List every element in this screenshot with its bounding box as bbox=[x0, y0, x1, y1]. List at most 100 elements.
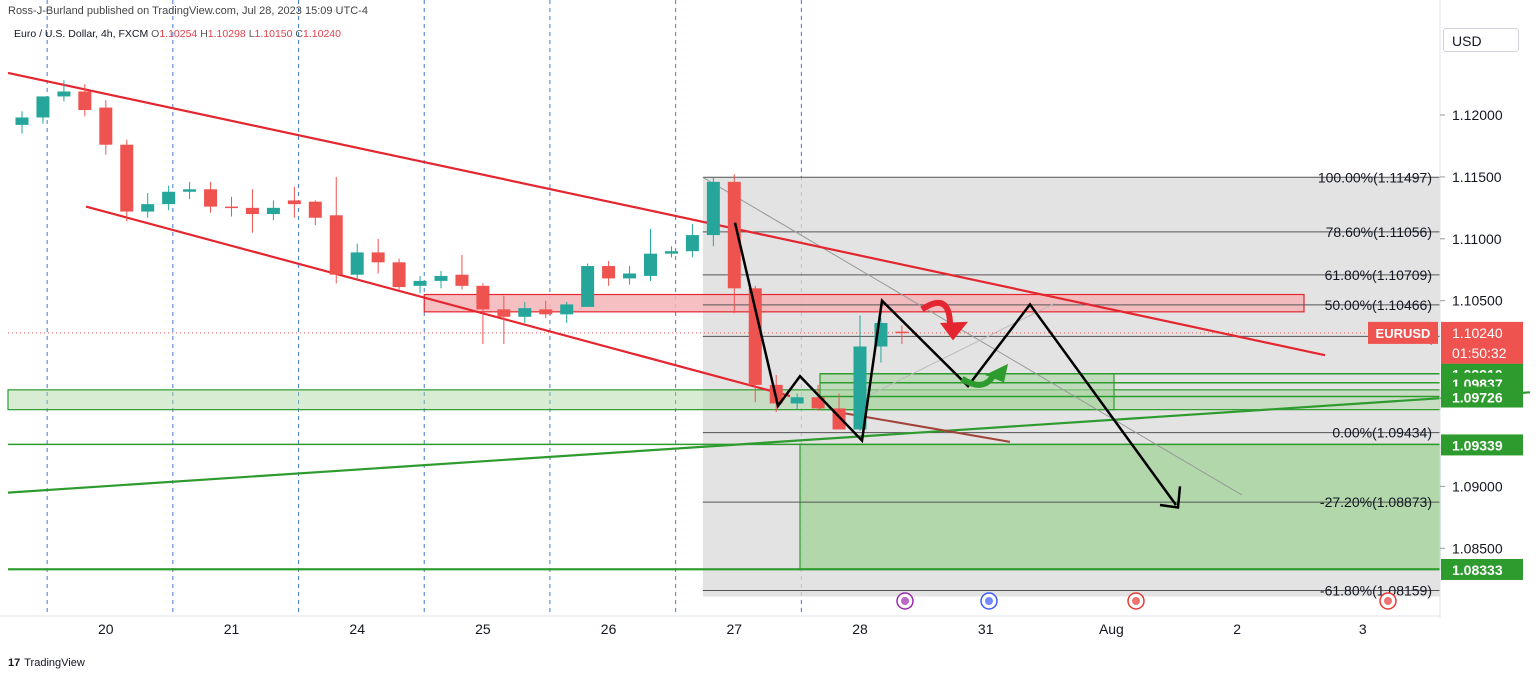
close-value: 1.10240 bbox=[303, 28, 341, 40]
candle-body bbox=[225, 206, 238, 209]
fib-trend-line bbox=[702, 176, 1243, 496]
up-arrow-green-head bbox=[985, 363, 1008, 383]
currency-button[interactable]: USD bbox=[1443, 28, 1519, 52]
candle-body bbox=[664, 251, 678, 254]
symbol-name: Euro / U.S. Dollar, 4h, FXCM bbox=[14, 28, 149, 40]
candle-body bbox=[623, 273, 637, 279]
time-tick-label: Aug bbox=[1099, 621, 1124, 637]
candle-body bbox=[204, 189, 218, 207]
time-tick-label: 21 bbox=[224, 621, 240, 637]
fib-level-label: 61.80%(1.10709) bbox=[1325, 267, 1432, 283]
support-resistance-zones bbox=[7, 293, 1441, 571]
candle-body bbox=[476, 285, 490, 310]
candle-body bbox=[57, 91, 71, 97]
event-markers bbox=[896, 592, 1397, 610]
support-zone-box bbox=[819, 373, 1115, 411]
price-tick-label: 1.11000 bbox=[1452, 231, 1502, 247]
projection-arrowhead bbox=[1159, 486, 1182, 509]
candle-body bbox=[266, 207, 280, 215]
symbol-info-bar: Euro / U.S. Dollar, 4h, FXCM O1.10254 H1… bbox=[14, 28, 341, 40]
economic-event-icon-dot bbox=[901, 597, 909, 605]
candle-body bbox=[36, 96, 50, 118]
tradingview-mark: 17 bbox=[8, 657, 21, 669]
fib-level-label: 100.00%(1.11497) bbox=[1318, 169, 1432, 185]
candle-body bbox=[245, 207, 259, 215]
candle-body bbox=[602, 266, 616, 279]
price-tick-label: 1.08500 bbox=[1452, 540, 1503, 556]
price-tags: EURUSD1.1024001:50:321.099101.098371.097… bbox=[1368, 321, 1523, 580]
down-arrow-red-head bbox=[940, 321, 968, 341]
time-tick-label: 2 bbox=[1233, 621, 1241, 637]
level-price-value: 1.09339 bbox=[1452, 437, 1503, 453]
candle-body bbox=[497, 309, 511, 317]
open-label: O bbox=[151, 28, 160, 40]
time-tick-label: 31 bbox=[978, 621, 994, 637]
candle-body bbox=[162, 191, 176, 205]
candle-body bbox=[308, 201, 322, 218]
price-tick-label: 1.10500 bbox=[1452, 293, 1503, 309]
candle-body bbox=[790, 397, 804, 404]
economic-event-icon-dot bbox=[1132, 597, 1140, 605]
time-tick-label: 28 bbox=[852, 621, 868, 637]
current-price-tag bbox=[1441, 321, 1523, 364]
level-price-tag bbox=[1441, 558, 1523, 580]
current-price-value: 1.10240 bbox=[1452, 325, 1503, 341]
candle-body bbox=[644, 253, 657, 276]
candle-body bbox=[413, 280, 427, 286]
candle-body bbox=[748, 288, 762, 385]
level-price-value: 1.08333 bbox=[1452, 562, 1503, 578]
candle-body bbox=[518, 308, 532, 317]
candle-body bbox=[99, 107, 113, 145]
candle-body bbox=[895, 331, 909, 334]
symbol-tag bbox=[1368, 321, 1438, 344]
fib-level-label: -61.80%(1.08159) bbox=[1320, 583, 1432, 599]
lower-channel-line bbox=[85, 205, 791, 398]
projection-drawings bbox=[733, 222, 1182, 509]
candle-body bbox=[434, 275, 448, 281]
upper-channel-line bbox=[7, 71, 1326, 357]
candle-body bbox=[581, 266, 595, 307]
resistance-zone bbox=[423, 293, 1305, 313]
time-tick-label: 27 bbox=[727, 621, 743, 637]
publisher-header: Ross-J-Burland published on TradingView.… bbox=[8, 5, 368, 17]
time-tick-label: 26 bbox=[601, 621, 617, 637]
candle-body bbox=[350, 252, 364, 275]
low-label: L bbox=[248, 28, 255, 40]
time-tick-label: 20 bbox=[98, 621, 114, 637]
candle-body bbox=[78, 91, 92, 111]
fib-level-label: 78.60%(1.11056) bbox=[1326, 224, 1432, 240]
price-axis: 1.12000 1.11500 1.11000 1.10500 1.09000 1.085… bbox=[1439, 0, 1503, 618]
level-price-tag bbox=[1441, 434, 1523, 456]
fib-trend-line bbox=[859, 302, 1056, 401]
level-price-tag bbox=[1441, 386, 1523, 408]
price-tick-label: 1.11500 bbox=[1452, 169, 1502, 185]
support-zone-wide bbox=[7, 389, 1441, 411]
open-value: 1.10254 bbox=[159, 28, 198, 40]
tradingview-text: TradingView bbox=[24, 657, 85, 669]
tradingview-logo: 17 TradingView bbox=[8, 657, 85, 669]
candle-body bbox=[120, 144, 134, 212]
candle-body bbox=[706, 181, 720, 236]
candle-body bbox=[455, 274, 469, 286]
economic-event-icon-dot bbox=[1384, 597, 1392, 605]
trend-lines bbox=[7, 71, 1531, 494]
fib-level-label: 0.00%(1.09434) bbox=[1332, 425, 1432, 441]
candle-body bbox=[141, 204, 155, 212]
low-value: 1.10150 bbox=[254, 28, 293, 40]
candle-body bbox=[685, 235, 699, 252]
candle-body bbox=[371, 252, 385, 263]
candle-body bbox=[811, 397, 825, 409]
candle-body bbox=[853, 346, 867, 430]
time-tick-label: 24 bbox=[349, 621, 365, 637]
target-zone bbox=[799, 443, 1441, 570]
close-label: C bbox=[295, 28, 304, 40]
candle-body bbox=[287, 200, 301, 205]
projection-path bbox=[733, 222, 1178, 506]
high-label: H bbox=[200, 28, 208, 40]
candle-body bbox=[560, 304, 574, 315]
high-value: 1.10298 bbox=[207, 28, 246, 40]
time-tick-label: 3 bbox=[1359, 621, 1367, 637]
rising-support-line bbox=[7, 391, 1531, 494]
countdown-timer: 01:50:32 bbox=[1452, 345, 1507, 361]
